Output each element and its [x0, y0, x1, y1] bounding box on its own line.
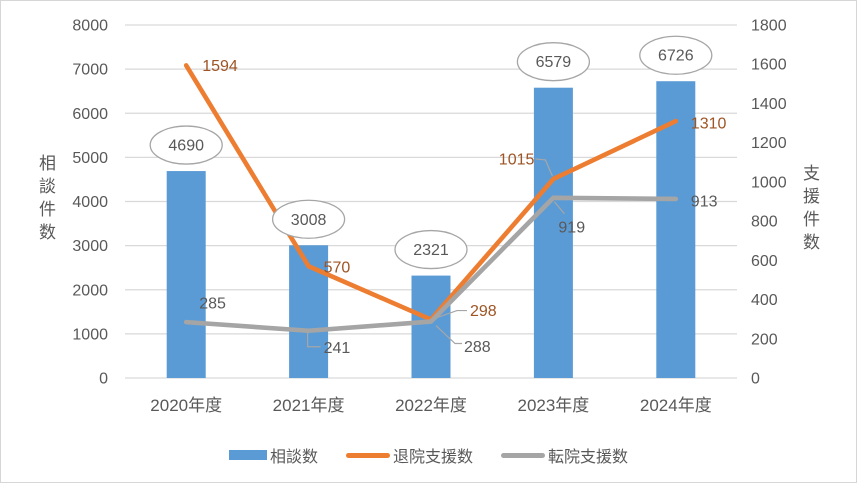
legend-item-bar-series: 相談数 — [228, 443, 318, 467]
data-label-s2-2021年度: 241 — [324, 340, 351, 357]
category-label-2021年度: 2021年度 — [273, 396, 345, 415]
right-axis-tick-label: 1400 — [751, 96, 787, 113]
left-axis-tick-label: 4000 — [72, 194, 108, 211]
bar-2023年度 — [533, 87, 573, 378]
leader-line-s2-p2 — [435, 325, 462, 345]
bar-value-label-2022年度: 2321 — [413, 242, 449, 259]
data-label-s1-2022年度: 298 — [470, 303, 497, 320]
right-axis-tick-label: 1600 — [751, 57, 787, 74]
right-axis-title: 支援件数 — [800, 164, 819, 256]
oval-callout-2024年度 — [639, 35, 713, 75]
category-label-2023年度: 2023年度 — [517, 396, 589, 415]
data-label-s2-2023年度: 919 — [558, 219, 585, 236]
legend-item-orange-line: 退院支援数 — [345, 443, 473, 467]
legend-item-gray-line: 転院支援数 — [501, 443, 628, 467]
data-label-s1-2020年度: 1594 — [202, 58, 238, 75]
line-series-2 — [183, 195, 679, 334]
right-axis-tick-label: 800 — [751, 214, 778, 231]
data-label-s1-2023年度: 1015 — [499, 151, 535, 168]
right-axis-tick-label: 0 — [751, 371, 760, 388]
oval-callout-2022年度 — [394, 229, 468, 270]
bar-swatch-icon — [228, 450, 267, 460]
category-label-2024年度: 2024年度 — [640, 396, 712, 415]
bar-value-label-2020年度: 4690 — [168, 138, 204, 155]
data-label-s2-2020年度: 285 — [199, 296, 226, 313]
leader-line-s1-p3 — [535, 158, 553, 177]
right-axis-tick-label: 1000 — [751, 174, 787, 191]
legend-label-orange: 退院支援数 — [392, 449, 473, 466]
data-label-s1-2024年度: 1310 — [691, 116, 727, 133]
oval-callout-2020年度 — [149, 125, 223, 165]
bar-2022年度 — [411, 275, 451, 378]
bar-value-label-2023年度: 6579 — [536, 54, 572, 71]
right-axis-tick-label: 600 — [751, 253, 778, 270]
oval-callout-2023年度 — [516, 42, 591, 82]
left-axis-tick-label: 2000 — [72, 282, 108, 299]
leader-line-s1-p2 — [436, 309, 467, 319]
oval-callout-2021年度 — [271, 199, 346, 239]
left-axis-tick-label: 7000 — [72, 62, 108, 79]
right-axis-tick-label: 1200 — [751, 135, 787, 152]
left-axis-tick-label: 5000 — [72, 150, 108, 167]
category-label-2020年度: 2020年度 — [150, 396, 222, 415]
leader-line-s2-p1 — [307, 332, 321, 348]
bar-2024年度 — [656, 81, 696, 379]
data-label-s2-2022年度: 288 — [464, 339, 491, 356]
data-label-s1-2021年度: 570 — [324, 260, 351, 277]
bar-2020年度 — [166, 171, 206, 378]
left-axis-tick-label: 1000 — [72, 326, 108, 343]
gray-line-swatch-icon — [501, 452, 545, 458]
left-axis-tick-label: 6000 — [72, 106, 108, 123]
right-axis-tick-label: 1800 — [751, 18, 787, 35]
legend-label-gray: 転院支援数 — [548, 449, 629, 466]
left-axis-tick-label: 8000 — [72, 18, 108, 35]
legend-label-bar: 相談数 — [269, 449, 318, 466]
orange-line-swatch-icon — [345, 452, 390, 458]
data-label-s2-2024年度: 913 — [691, 193, 718, 210]
left-axis-title: 相談件数 — [36, 154, 55, 246]
left-axis-tick-label: 3000 — [72, 238, 108, 255]
bar-value-label-2024年度: 6726 — [658, 48, 694, 65]
legend: 相談数 退院支援数 転院支援数 — [1, 443, 856, 467]
category-label-2022年度: 2022年度 — [395, 396, 467, 415]
left-axis-tick-label: 0 — [99, 371, 108, 388]
right-axis-tick-label: 400 — [751, 292, 778, 309]
leader-line-s2-p3 — [553, 201, 565, 215]
bar-value-label-2021年度: 3008 — [291, 212, 327, 229]
right-axis-tick-label: 200 — [751, 331, 778, 348]
